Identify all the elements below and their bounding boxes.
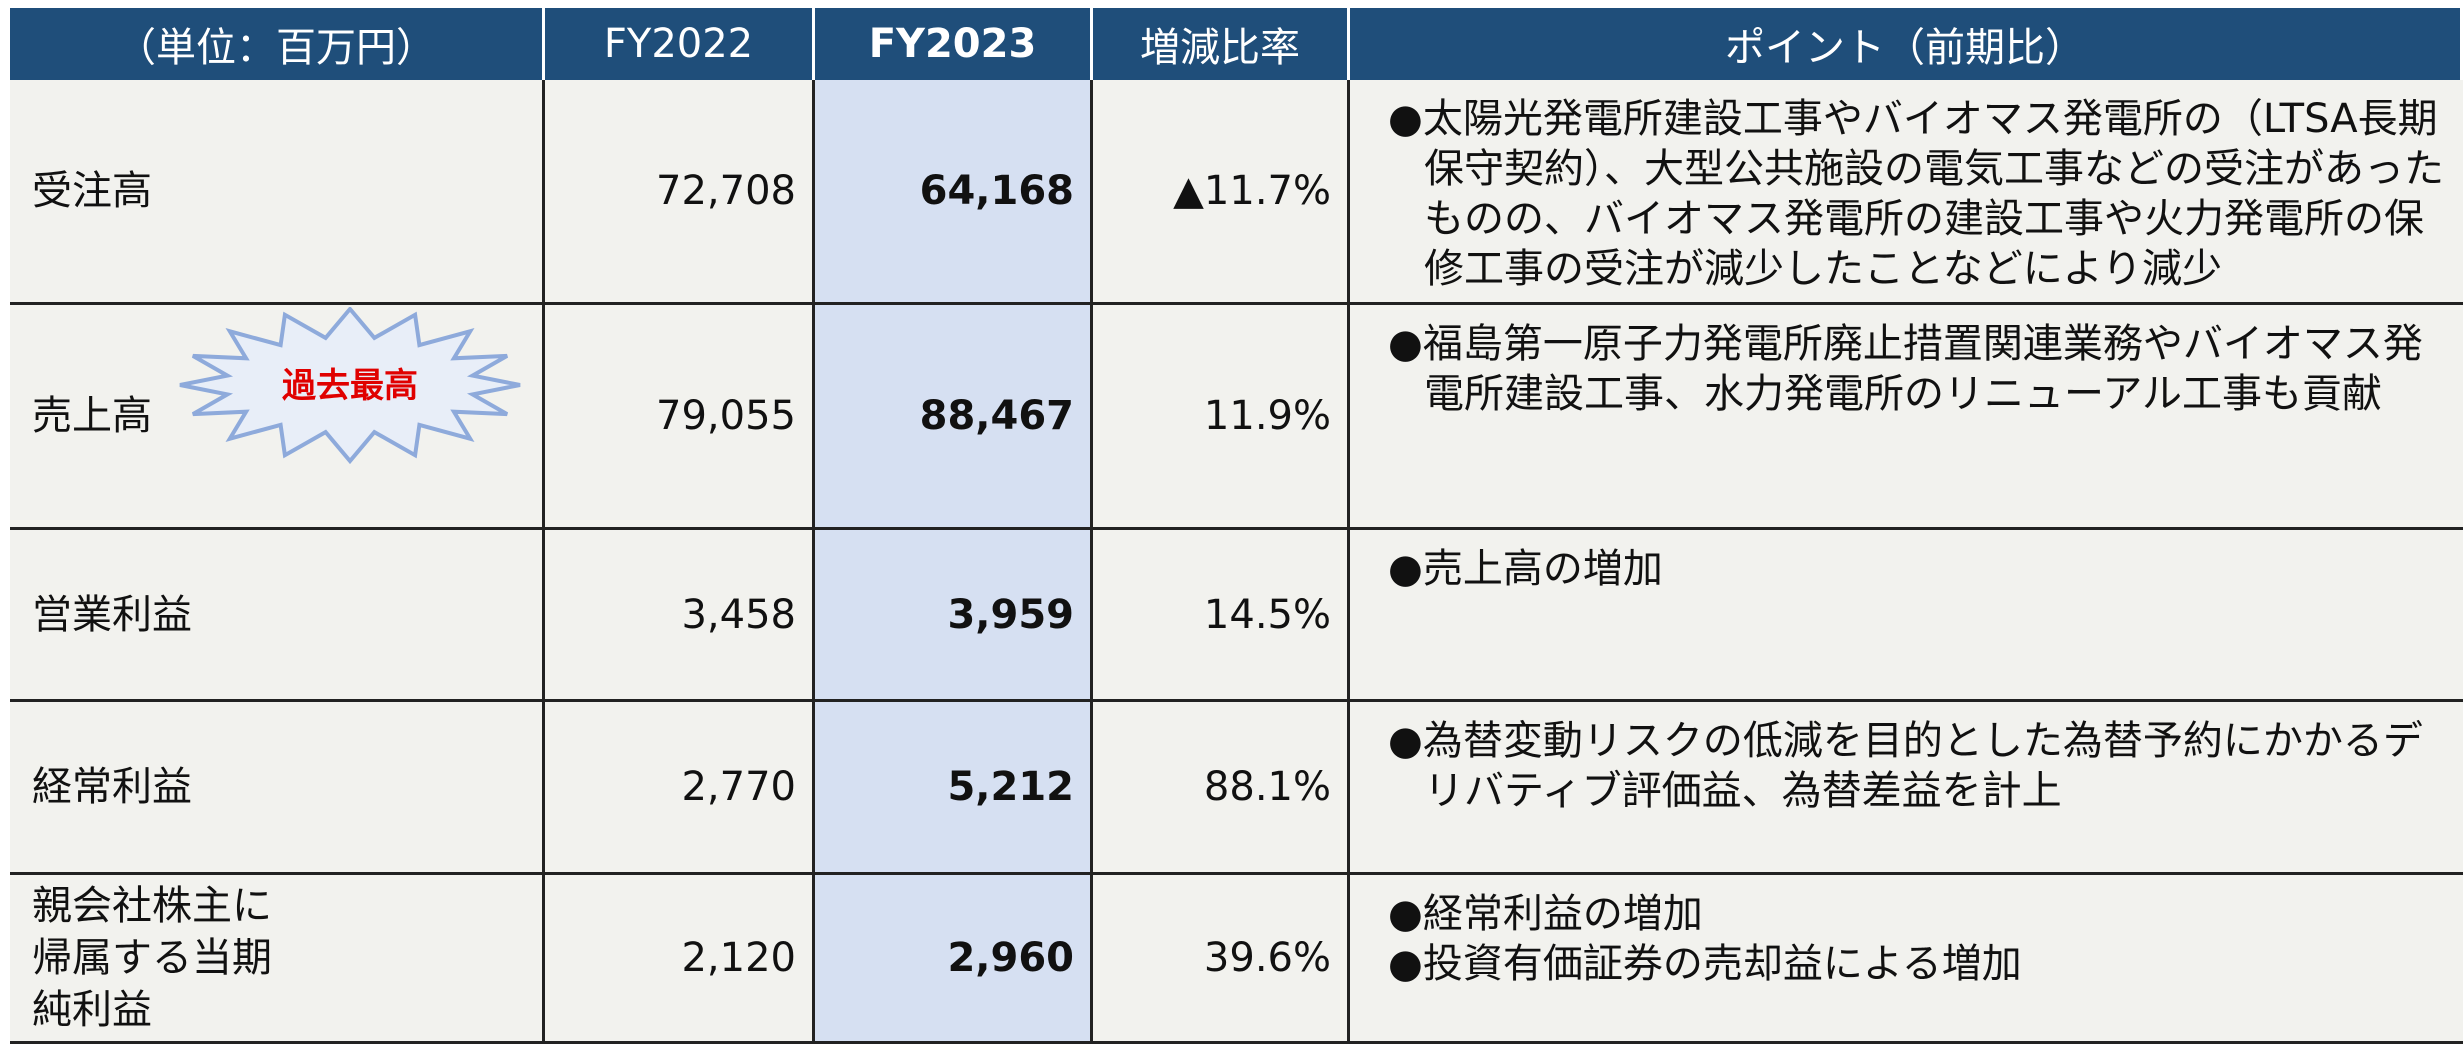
point-text: ●売上高の増加 — [1388, 546, 1663, 592]
fy2022-value: 72,708 — [545, 80, 815, 305]
fy2022-value: 79,055 — [545, 305, 815, 530]
header-cell: 増減比率 — [1093, 8, 1350, 80]
point-text: ●為替変動リスクの低減を目的とした為替予約にかかるデリバティブ評価益、為替差益を… — [1388, 718, 2423, 814]
header-cell: FY2023 — [815, 8, 1093, 80]
change-rate: 39.6% — [1093, 875, 1350, 1044]
fy2022-value: 2,770 — [545, 702, 815, 875]
fy2023-value: 5,212 — [815, 702, 1093, 875]
points-cell: ●太陽光発電所建設工事やバイオマス発電所の（LTSA長期保守契約）、大型公共施設… — [1350, 80, 2463, 305]
row-label: 経常利益 — [10, 702, 545, 875]
points-cell: ●経常利益の増加 ●投資有価証券の売却益による増加 — [1350, 875, 2463, 1044]
row-label: 受注高 — [10, 80, 545, 305]
header-cell: （単位：百万円） — [10, 8, 545, 80]
points-cell: ●福島第一原子力発電所廃止措置関連業務やバイオマス発電所建設工事、水力発電所のリ… — [1350, 305, 2463, 530]
badge: 過去最高 — [179, 307, 521, 465]
point-text: ●経常利益の増加 — [1388, 891, 1703, 937]
change-rate: 14.5% — [1093, 530, 1350, 702]
fy2023-value: 64,168 — [815, 80, 1093, 305]
starburst — [179, 307, 521, 465]
point-text: ●福島第一原子力発電所廃止措置関連業務やバイオマス発電所建設工事、水力発電所のリ… — [1388, 321, 2423, 417]
fy2023-value: 3,959 — [815, 530, 1093, 702]
badge-text: 過去最高 — [282, 366, 418, 406]
row-label: 売上高 — [10, 305, 545, 530]
points-cell: ●為替変動リスクの低減を目的とした為替予約にかかるデリバティブ評価益、為替差益を… — [1350, 702, 2463, 875]
fy2023-value: 88,467 — [815, 305, 1093, 530]
header-cell: ポイント（前期比） — [1350, 8, 2463, 80]
header-cell: FY2022 — [545, 8, 815, 80]
point-text: ●投資有価証券の売却益による増加 — [1388, 941, 2022, 987]
change-rate: 11.9% — [1093, 305, 1350, 530]
results-table: （単位：百万円） FY2022 FY2023 増減比率 ポイント（前期比） 受注高 72,7… — [10, 8, 2463, 1044]
change-rate: ▲11.7% — [1093, 80, 1350, 305]
fy2023-value: 2,960 — [815, 875, 1093, 1044]
points-cell: ●売上高の増加 — [1350, 530, 2463, 702]
row-label: 親会社株主に帰属する当期純利益 — [10, 875, 545, 1044]
row-label: 営業利益 — [10, 530, 545, 702]
point-text: ●太陽光発電所建設工事やバイオマス発電所の（LTSA長期保守契約）、大型公共施設… — [1388, 96, 2444, 292]
fy2022-value: 2,120 — [545, 875, 815, 1044]
change-rate: 88.1% — [1093, 702, 1350, 875]
fy2022-value: 3,458 — [545, 530, 815, 702]
